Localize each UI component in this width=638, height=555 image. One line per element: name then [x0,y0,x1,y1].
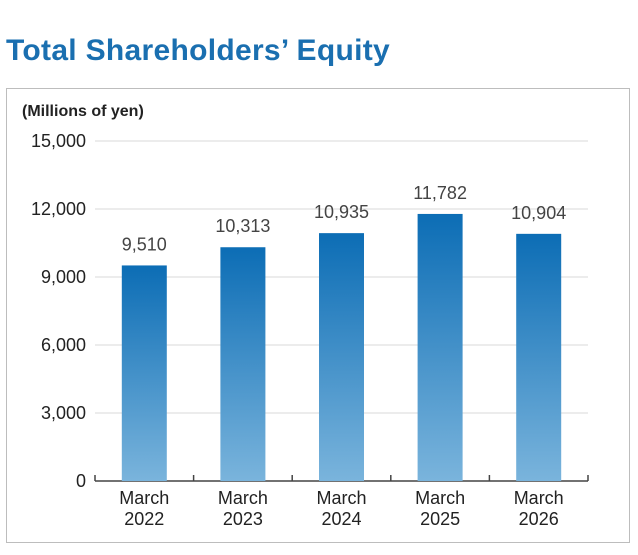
y-tick-label: 3,000 [41,403,86,423]
x-tick-label: March [218,488,268,508]
bar [220,247,266,481]
y-tick-label: 15,000 [31,131,86,151]
x-tick-label: 2025 [420,509,460,529]
unit-label: (Millions of yen) [22,103,144,120]
x-tick-label: 2024 [321,509,361,529]
y-tick-label: 12,000 [31,199,86,219]
y-tick-label: 0 [76,471,86,491]
data-label: 9,510 [122,234,167,254]
x-tick-label: 2022 [124,509,164,529]
bar [319,233,364,481]
x-tick-label: March [514,488,564,508]
bar [121,265,167,481]
data-label: 10,904 [511,203,566,223]
x-tick-label: March [316,488,366,508]
data-label: 11,782 [413,183,467,203]
data-label: 10,935 [314,202,369,222]
x-tick-label: March [119,488,169,508]
bar [417,213,463,481]
y-tick-label: 6,000 [41,335,86,355]
x-tick-label: March [415,488,465,508]
x-tick-label: 2023 [223,509,263,529]
x-tick-label: 2026 [519,509,559,529]
bar [516,233,562,481]
y-tick-label: 9,000 [41,267,86,287]
chart-title: Total Shareholders’ Equity [6,34,390,67]
data-label: 10,313 [215,216,270,236]
chart-frame [6,88,630,543]
